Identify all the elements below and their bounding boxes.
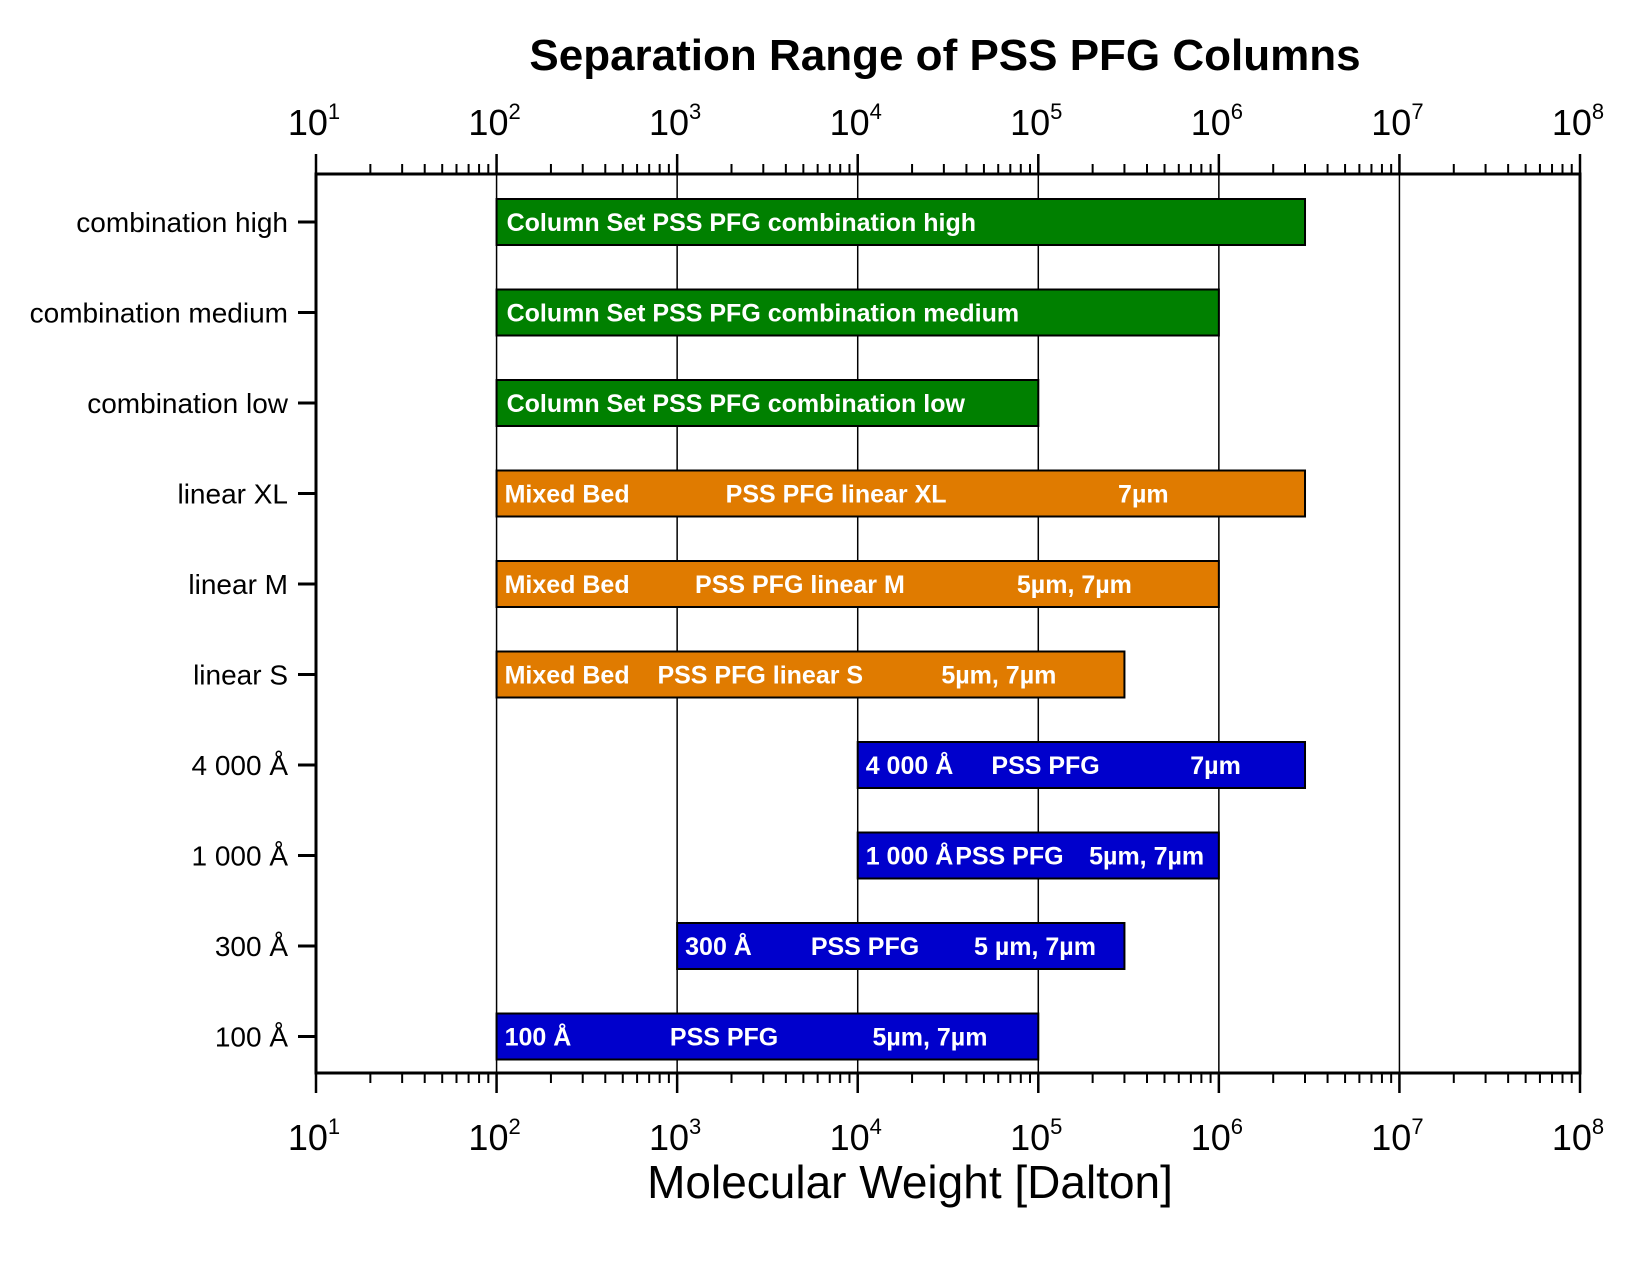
tick-exponent: 1	[328, 99, 340, 124]
tick-exponent: 1	[328, 1114, 340, 1139]
tick-exponent: 2	[508, 99, 520, 124]
top-tick-label: 103	[649, 99, 701, 143]
top-tick-label: 105	[1010, 99, 1062, 143]
tick-base: 10	[1552, 1117, 1592, 1158]
bottom-tick-label: 108	[1552, 1114, 1604, 1158]
tick-exponent: 5	[1050, 1114, 1062, 1139]
top-tick-label: 102	[468, 99, 520, 143]
tick-base: 10	[288, 102, 328, 143]
bar-label: 100 Å	[505, 1023, 572, 1052]
bar-label: Mixed Bed	[505, 662, 630, 690]
category-label: 100 Å	[215, 1022, 288, 1053]
plot-frame	[314, 172, 1582, 1075]
tick-base: 10	[649, 1117, 689, 1158]
bar-label: 1 000 Å	[866, 842, 954, 871]
bar-label: 7µm	[1118, 481, 1169, 509]
tick-base: 10	[288, 1117, 328, 1158]
top-tick-label: 107	[1371, 99, 1423, 143]
category-label: 1 000 Å	[191, 841, 288, 872]
bar-label: PSS PFG linear M	[695, 571, 905, 599]
tick-exponent: 7	[1411, 1114, 1423, 1139]
tick-base: 10	[1191, 1117, 1231, 1158]
bar-label: PSS PFG	[670, 1024, 778, 1052]
range-bar	[495, 469, 1307, 518]
bar-label: PSS PFG	[991, 752, 1099, 780]
plot-area: 1011011021021031031041041051051061061071…	[30, 99, 1604, 1158]
category-label: linear S	[193, 660, 288, 691]
range-bar	[676, 922, 1126, 970]
category-label: linear M	[188, 569, 288, 600]
tick-base: 10	[1552, 102, 1592, 143]
tick-base: 10	[1371, 102, 1411, 143]
category-label: 4 000 Å	[191, 750, 288, 781]
bar-label: PSS PFG	[955, 843, 1063, 871]
tick-base: 10	[830, 102, 870, 143]
tick-exponent: 7	[1411, 99, 1423, 124]
top-tick-label: 108	[1552, 99, 1604, 143]
bar-label: PSS PFG	[811, 933, 919, 961]
bottom-tick-label: 103	[649, 1114, 701, 1158]
tick-exponent: 2	[508, 1114, 520, 1139]
range-bar	[495, 288, 1220, 337]
chart-title: Separation Range of PSS PFG Columns	[529, 31, 1360, 80]
top-tick-label: 101	[288, 99, 340, 143]
bar-label: 7µm	[1190, 752, 1241, 780]
bottom-tick-label: 102	[468, 1114, 520, 1158]
tick-base: 10	[1191, 102, 1231, 143]
range-bar	[495, 1012, 1040, 1061]
tick-exponent: 8	[1592, 1114, 1604, 1139]
bottom-tick-label: 107	[1371, 1114, 1423, 1158]
tick-exponent: 5	[1050, 99, 1062, 124]
bar-label: 5µm, 7µm	[1089, 843, 1204, 871]
tick-base: 10	[468, 102, 508, 143]
range-bar	[495, 650, 1126, 699]
tick-exponent: 3	[689, 1114, 701, 1139]
bottom-tick-label: 105	[1010, 1114, 1062, 1158]
bottom-tick-label: 106	[1191, 1114, 1243, 1158]
tick-base: 10	[1010, 102, 1050, 143]
tick-exponent: 4	[870, 1114, 882, 1139]
tick-exponent: 4	[870, 99, 882, 124]
tick-base: 10	[830, 1117, 870, 1158]
bar-label: 5µm, 7µm	[1017, 571, 1132, 599]
tick-base: 10	[1371, 1117, 1411, 1158]
tick-exponent: 3	[689, 99, 701, 124]
tick-base: 10	[649, 102, 689, 143]
top-tick-label: 106	[1191, 99, 1243, 143]
bar-label: PSS PFG linear XL	[726, 481, 947, 509]
range-bar	[495, 560, 1220, 608]
category-label: linear XL	[177, 479, 288, 510]
range-bar	[495, 198, 1307, 246]
top-tick-label: 104	[830, 99, 882, 143]
bar-label: 5 µm, 7µm	[974, 933, 1096, 961]
bar-label: 5µm, 7µm	[941, 662, 1056, 690]
category-label: combination medium	[30, 298, 288, 329]
tick-base: 10	[1010, 1117, 1050, 1158]
tick-exponent: 6	[1231, 1114, 1243, 1139]
bar-label: PSS PFG linear S	[657, 662, 863, 690]
bar-label: 4 000 Å	[866, 751, 954, 780]
bar-label: 5µm, 7µm	[872, 1024, 987, 1052]
bar-label: 300 Å	[685, 932, 752, 961]
bottom-tick-label: 101	[288, 1114, 340, 1158]
bar-label: Column Set PSS PFG combination low	[507, 390, 966, 418]
range-bar	[495, 379, 1040, 427]
tick-exponent: 8	[1592, 99, 1604, 124]
range-bar	[856, 831, 1220, 880]
tick-base: 10	[468, 1117, 508, 1158]
category-label: combination high	[76, 207, 288, 238]
bar-label: Column Set PSS PFG combination high	[507, 209, 976, 237]
tick-exponent: 6	[1231, 99, 1243, 124]
bottom-tick-label: 104	[830, 1114, 882, 1158]
bar-label: Column Set PSS PFG combination medium	[507, 300, 1020, 328]
category-label: 300 Å	[215, 931, 288, 962]
x-axis-label: Molecular Weight [Dalton]	[647, 1156, 1173, 1208]
bar-label: Mixed Bed	[505, 481, 630, 509]
category-label: combination low	[87, 388, 289, 419]
bar-label: Mixed Bed	[505, 571, 630, 599]
range-bar	[856, 741, 1307, 789]
